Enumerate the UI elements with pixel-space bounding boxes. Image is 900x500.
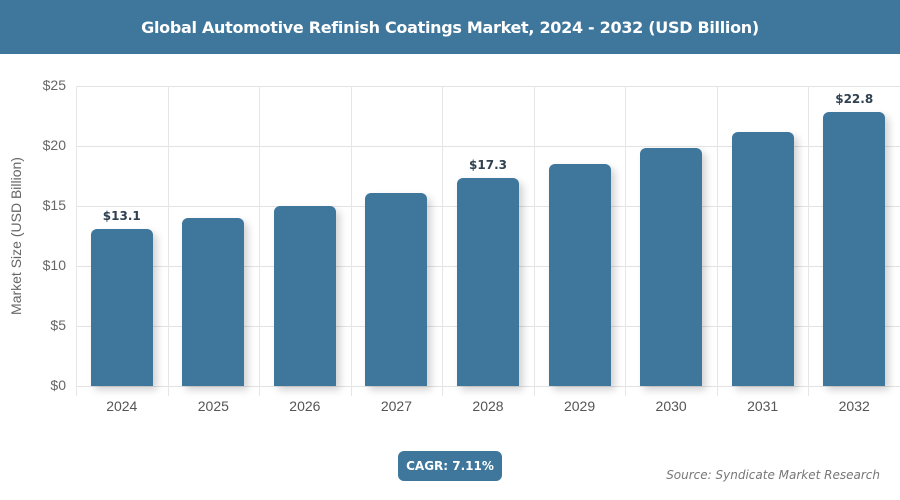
y-tick-label: $25 (42, 77, 66, 93)
chart-title-banner: Global Automotive Refinish Coatings Mark… (0, 0, 900, 54)
gridline-vertical (808, 86, 810, 396)
gridline-horizontal (76, 146, 900, 147)
bar-2030[interactable] (640, 148, 703, 386)
gridline-vertical (625, 86, 627, 396)
gridline-horizontal (76, 86, 900, 87)
bar-2027[interactable] (365, 192, 428, 386)
bar-2031[interactable] (731, 131, 794, 386)
gridline-horizontal (76, 386, 900, 387)
y-tick-label: $10 (42, 257, 66, 273)
x-tick-label: 2031 (747, 398, 779, 414)
gridline-vertical (442, 86, 444, 396)
x-tick-label: 2029 (563, 398, 596, 414)
gridline-vertical (716, 86, 718, 396)
gridline-vertical (167, 86, 169, 396)
y-tick-label: $15 (42, 197, 66, 213)
y-tick-label: $20 (42, 137, 66, 153)
bar-2025[interactable] (182, 218, 245, 386)
bar-2026[interactable] (273, 206, 336, 386)
y-tick-label: $5 (50, 317, 66, 333)
bar-2032[interactable] (823, 112, 886, 386)
x-tick-label: 2032 (838, 398, 870, 414)
x-tick-label: 2026 (289, 398, 321, 414)
gridline-vertical (76, 86, 77, 396)
chart-title: Global Automotive Refinish Coatings Mark… (141, 17, 759, 37)
bar-value-label: $17.3 (469, 158, 507, 173)
gridline-vertical (259, 86, 261, 396)
gridline-vertical (533, 86, 535, 396)
bar-2024[interactable] (90, 228, 153, 386)
x-tick-label: 2027 (380, 398, 413, 414)
gridline-vertical (350, 86, 352, 396)
bar-2028[interactable] (457, 178, 519, 386)
x-tick-label: 2025 (197, 398, 229, 414)
cagr-badge: CAGR: 7.11% (398, 451, 502, 481)
y-axis-label: Market Size (USD Billion) (8, 157, 24, 315)
y-tick-label: $0 (50, 377, 66, 393)
x-tick-label: 2030 (655, 398, 687, 414)
x-tick-label: 2024 (106, 398, 138, 414)
x-tick-label: 2028 (472, 398, 504, 414)
bar-value-label: $22.8 (835, 92, 874, 107)
source-note: Source: Syndicate Market Research (666, 468, 880, 482)
bar-value-label: $13.1 (102, 208, 141, 223)
cagr-label: CAGR: 7.11% (406, 459, 494, 473)
bar-2029[interactable] (548, 164, 611, 386)
plot-area: $13.1 $17.3 $22.8 (76, 86, 900, 396)
